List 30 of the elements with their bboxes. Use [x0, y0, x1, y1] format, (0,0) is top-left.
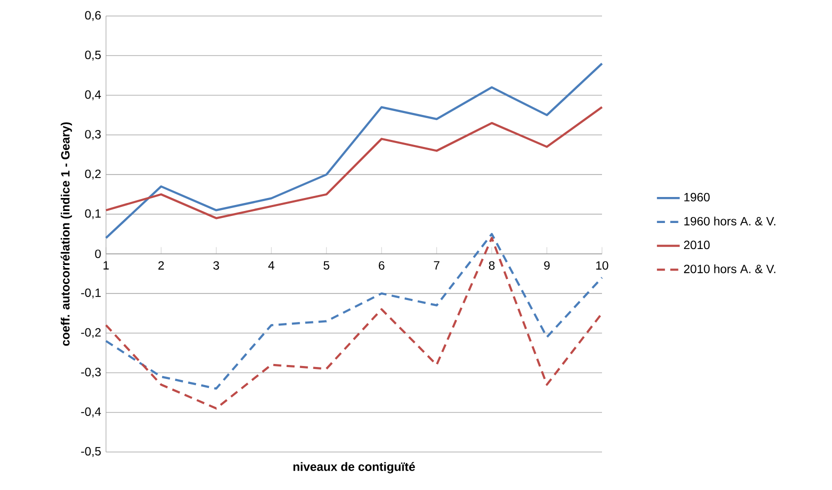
x-axis-title: niveaux de contiguïté: [293, 462, 415, 474]
y-tick-label: 0,6: [85, 11, 101, 21]
legend-label: 2010: [684, 240, 710, 250]
y-tick-label: 0,1: [85, 209, 101, 220]
x-tick-label: 5: [324, 261, 330, 270]
legend-label: 2010 hors A. & V.: [684, 264, 776, 274]
x-tick-label: 9: [544, 261, 550, 270]
x-tick-label: 2: [158, 261, 164, 270]
y-tick-label: 0,5: [85, 50, 101, 61]
y-tick-label: -0,2: [81, 328, 101, 338]
y-tick-label: -0,4: [81, 407, 101, 418]
x-tick-label: 4: [268, 261, 274, 270]
line-series: [104, 62, 604, 240]
legend-label: 1960: [684, 192, 710, 202]
y-tick-label: 0: [95, 250, 101, 258]
x-tick-label: 1: [104, 261, 109, 270]
y-tick-label: 0,2: [85, 170, 101, 180]
x-tick-label: 8: [488, 261, 495, 270]
legend-label: 1960 hors A. & V.: [684, 216, 776, 226]
y-tick-label: -0,1: [81, 288, 101, 298]
x-tick-label: 10: [596, 261, 608, 270]
x-tick-label: 6: [378, 261, 384, 270]
y-tick-label: 0,3: [85, 130, 101, 140]
y-tick-label: 0,4: [85, 90, 101, 100]
x-tick-label: 3: [213, 261, 220, 270]
y-tick-label: -0,5: [81, 447, 101, 457]
line-series: [104, 106, 604, 220]
x-tick-label: 7: [434, 261, 440, 270]
y-tick-label: -0,3: [81, 368, 101, 378]
y-axis-title: coeff. autocorrélation (indice 1 - Geary): [60, 122, 72, 346]
